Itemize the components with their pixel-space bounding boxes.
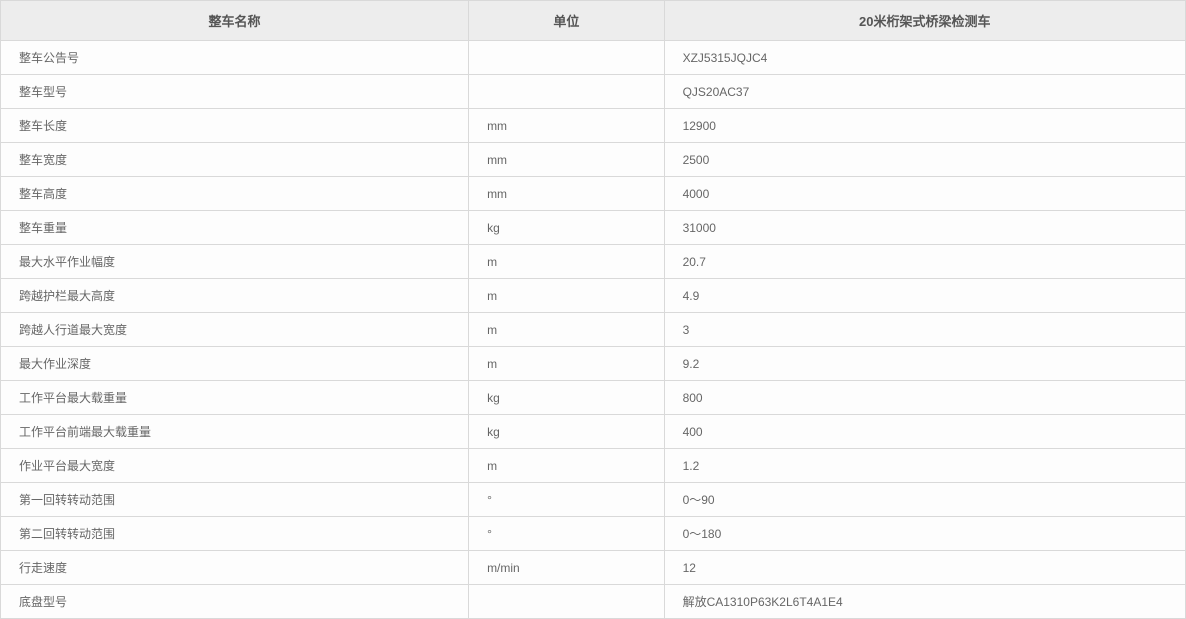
table-header: 整车名称 单位 20米桁架式桥梁检测车 bbox=[1, 1, 1186, 41]
table-row: 整车长度mm12900 bbox=[1, 109, 1186, 143]
cell-name: 第二回转转动范围 bbox=[1, 517, 469, 551]
cell-unit: mm bbox=[469, 143, 665, 177]
cell-unit: kg bbox=[469, 381, 665, 415]
cell-value: 9.2 bbox=[664, 347, 1185, 381]
cell-unit bbox=[469, 41, 665, 75]
cell-value: 12900 bbox=[664, 109, 1185, 143]
table-row: 作业平台最大宽度m1.2 bbox=[1, 449, 1186, 483]
cell-unit: kg bbox=[469, 415, 665, 449]
table-row: 整车宽度mm2500 bbox=[1, 143, 1186, 177]
cell-value: 4000 bbox=[664, 177, 1185, 211]
cell-unit: kg bbox=[469, 211, 665, 245]
cell-unit: mm bbox=[469, 177, 665, 211]
cell-value: QJS20AC37 bbox=[664, 75, 1185, 109]
specification-table: 整车名称 单位 20米桁架式桥梁检测车 整车公告号XZJ5315JQJC4整车型… bbox=[0, 0, 1186, 619]
table-row: 底盘型号 解放CA1310P63K2L6T4A1E4 bbox=[1, 585, 1186, 619]
cell-value: 3 bbox=[664, 313, 1185, 347]
header-cell-value: 20米桁架式桥梁检测车 bbox=[664, 1, 1185, 41]
cell-unit: ° bbox=[469, 483, 665, 517]
cell-value: 解放CA1310P63K2L6T4A1E4 bbox=[664, 585, 1185, 619]
cell-name: 跨越人行道最大宽度 bbox=[1, 313, 469, 347]
cell-unit: m bbox=[469, 449, 665, 483]
cell-value: 0～90 bbox=[664, 483, 1185, 517]
cell-name: 最大水平作业幅度 bbox=[1, 245, 469, 279]
cell-value: 12 bbox=[664, 551, 1185, 585]
cell-name: 整车重量 bbox=[1, 211, 469, 245]
cell-unit: m bbox=[469, 245, 665, 279]
header-cell-unit: 单位 bbox=[469, 1, 665, 41]
cell-value: 2500 bbox=[664, 143, 1185, 177]
cell-value: 400 bbox=[664, 415, 1185, 449]
cell-name: 工作平台最大载重量 bbox=[1, 381, 469, 415]
cell-name: 跨越护栏最大高度 bbox=[1, 279, 469, 313]
cell-value: 4.9 bbox=[664, 279, 1185, 313]
cell-name: 整车型号 bbox=[1, 75, 469, 109]
header-row: 整车名称 单位 20米桁架式桥梁检测车 bbox=[1, 1, 1186, 41]
table-row: 工作平台最大载重量kg800 bbox=[1, 381, 1186, 415]
cell-name: 整车宽度 bbox=[1, 143, 469, 177]
table-row: 整车高度mm4000 bbox=[1, 177, 1186, 211]
table-row: 最大水平作业幅度m20.7 bbox=[1, 245, 1186, 279]
table-body: 整车公告号XZJ5315JQJC4整车型号QJS20AC37整车长度mm1290… bbox=[1, 41, 1186, 619]
table-row: 工作平台前端最大载重量kg400 bbox=[1, 415, 1186, 449]
table-row: 整车重量kg31000 bbox=[1, 211, 1186, 245]
table-row: 第二回转转动范围°0～180 bbox=[1, 517, 1186, 551]
cell-unit bbox=[469, 585, 665, 619]
cell-value: 800 bbox=[664, 381, 1185, 415]
cell-name: 作业平台最大宽度 bbox=[1, 449, 469, 483]
table-row: 行走速度m/min12 bbox=[1, 551, 1186, 585]
cell-value: 1.2 bbox=[664, 449, 1185, 483]
cell-unit: m/min bbox=[469, 551, 665, 585]
cell-name: 整车公告号 bbox=[1, 41, 469, 75]
cell-value: XZJ5315JQJC4 bbox=[664, 41, 1185, 75]
table-row: 整车型号 QJS20AC37 bbox=[1, 75, 1186, 109]
cell-name: 整车高度 bbox=[1, 177, 469, 211]
table-row: 跨越护栏最大高度m4.9 bbox=[1, 279, 1186, 313]
cell-name: 整车长度 bbox=[1, 109, 469, 143]
table-row: 第一回转转动范围°0～90 bbox=[1, 483, 1186, 517]
header-cell-name: 整车名称 bbox=[1, 1, 469, 41]
cell-name: 底盘型号 bbox=[1, 585, 469, 619]
cell-unit: m bbox=[469, 347, 665, 381]
cell-name: 第一回转转动范围 bbox=[1, 483, 469, 517]
table-row: 整车公告号 XZJ5315JQJC4 bbox=[1, 41, 1186, 75]
cell-name: 工作平台前端最大载重量 bbox=[1, 415, 469, 449]
cell-unit: m bbox=[469, 279, 665, 313]
table-row: 跨越人行道最大宽度m3 bbox=[1, 313, 1186, 347]
cell-unit: mm bbox=[469, 109, 665, 143]
cell-name: 行走速度 bbox=[1, 551, 469, 585]
cell-name: 最大作业深度 bbox=[1, 347, 469, 381]
cell-value: 20.7 bbox=[664, 245, 1185, 279]
table-row: 最大作业深度m9.2 bbox=[1, 347, 1186, 381]
cell-value: 31000 bbox=[664, 211, 1185, 245]
cell-unit bbox=[469, 75, 665, 109]
cell-unit: ° bbox=[469, 517, 665, 551]
cell-value: 0～180 bbox=[664, 517, 1185, 551]
cell-unit: m bbox=[469, 313, 665, 347]
